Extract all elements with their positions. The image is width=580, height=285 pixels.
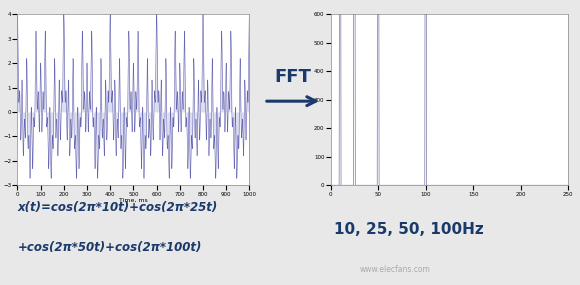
Text: www.elecfans.com: www.elecfans.com	[360, 264, 430, 274]
Text: FFT: FFT	[274, 68, 311, 86]
X-axis label: Time, ms: Time, ms	[119, 198, 148, 203]
Text: 10, 25, 50, 100Hz: 10, 25, 50, 100Hz	[334, 222, 483, 237]
Text: +cos(2π*50t)+cos(2π*100t): +cos(2π*50t)+cos(2π*100t)	[17, 241, 202, 254]
Text: x(t)=cos(2π*10t)+cos(2π*25t): x(t)=cos(2π*10t)+cos(2π*25t)	[17, 201, 218, 214]
